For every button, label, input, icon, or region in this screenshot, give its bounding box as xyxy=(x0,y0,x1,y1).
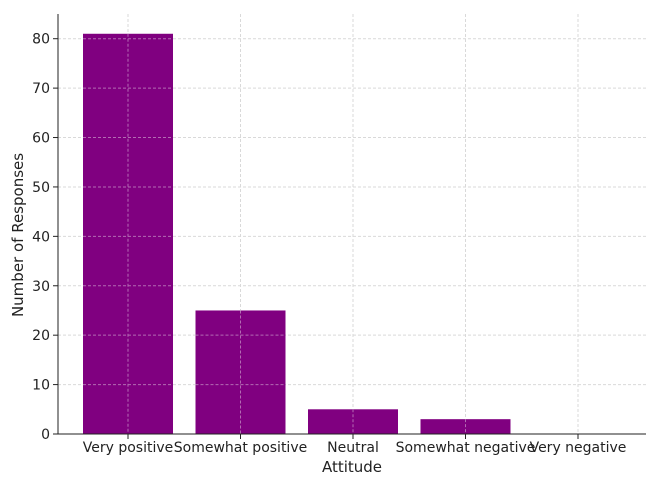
y-tick-label: 10 xyxy=(32,378,50,394)
y-tick-label: 50 xyxy=(32,180,50,196)
axes xyxy=(57,14,646,435)
y-axis-label: Number of Responses xyxy=(9,153,27,317)
y-tick-label: 60 xyxy=(32,131,50,147)
y-tick-label: 20 xyxy=(32,328,50,344)
bars xyxy=(83,33,511,434)
x-tick-label: Somewhat negative xyxy=(396,440,536,456)
y-tick-label: 0 xyxy=(41,427,50,443)
x-tick-label: Neutral xyxy=(327,440,379,456)
y-tick-label: 30 xyxy=(32,279,50,295)
x-ticks: Very positive Somewhat positive Neutral Som… xyxy=(83,434,627,456)
x-tick-label: Very positive xyxy=(83,440,174,456)
x-tick-label: Somewhat positive xyxy=(174,440,307,456)
y-tick-label: 80 xyxy=(32,32,50,48)
x-tick-label: Very negative xyxy=(530,440,627,456)
y-ticks: 0 10 20 30 40 50 60 70 80 xyxy=(32,32,58,443)
y-tick-label: 40 xyxy=(32,229,50,245)
y-tick-label: 70 xyxy=(32,81,50,97)
x-axis-label: Attitude xyxy=(322,458,382,475)
